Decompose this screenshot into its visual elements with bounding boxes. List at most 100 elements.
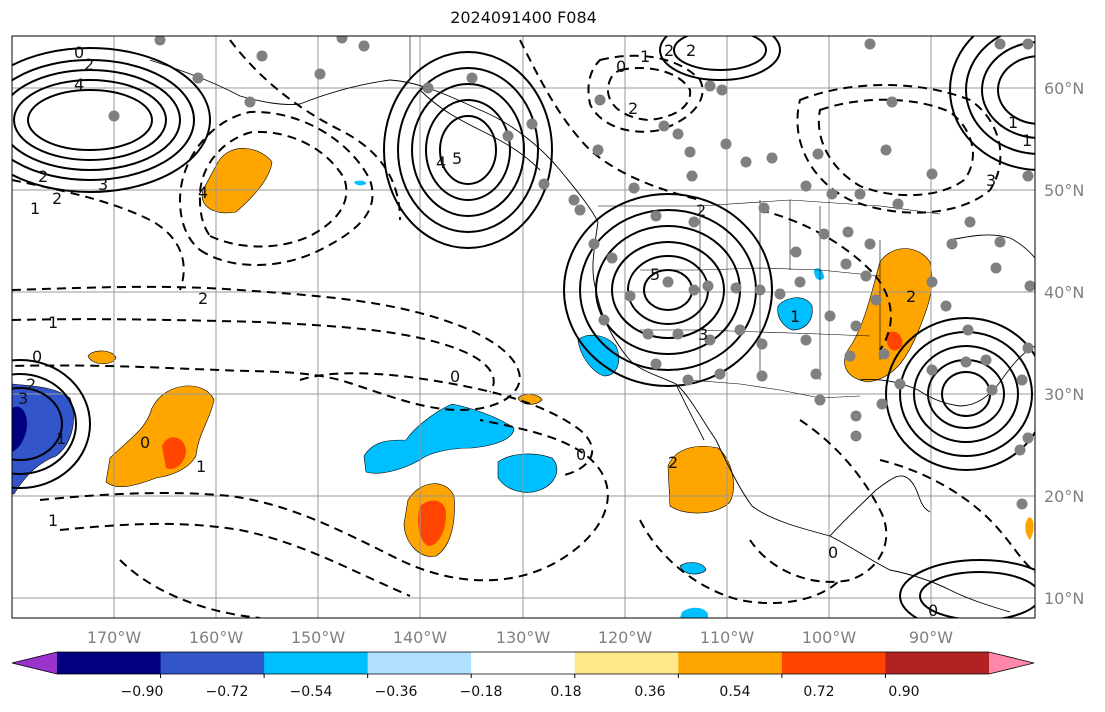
colorbar-tick-label: 0.72	[803, 684, 834, 700]
colorbar-extend-high	[989, 652, 1034, 674]
contour-label: 2	[198, 289, 208, 308]
lat-label: 60°N	[1044, 79, 1084, 98]
contour-label: 3	[698, 325, 708, 344]
negative-anomaly-patch	[679, 562, 707, 575]
contour-label: 2	[52, 189, 62, 208]
strong-positive-patch	[418, 500, 446, 546]
positive-anomaly-patch	[201, 148, 273, 214]
contour-label: 0	[616, 57, 626, 76]
contour-label: 2	[668, 453, 678, 472]
contour-label: 5	[452, 149, 462, 168]
latitude-labels: 60°N 50°N 40°N 30°N 20°N 10°N	[1044, 79, 1084, 608]
contour-label: 2	[906, 287, 916, 306]
station-markers	[108, 36, 1035, 510]
lon-label: 100°W	[802, 628, 857, 647]
contour-label: 1	[196, 457, 206, 476]
colorbar-tick-label: 0.90	[888, 684, 919, 700]
positive-anomaly-patch	[844, 248, 933, 383]
contour-label: 1	[30, 199, 40, 218]
contour-label: 2	[664, 41, 674, 60]
colorbar-swatch	[574, 652, 679, 674]
colorbar-swatch	[781, 652, 886, 674]
contour-label: 3	[18, 389, 28, 408]
colorbar-swatch	[160, 652, 265, 674]
positive-contours	[12, 36, 1035, 618]
contour-label: 1	[1022, 131, 1032, 150]
positive-anomaly-patch	[1025, 517, 1034, 540]
colorbar-swatch	[57, 652, 162, 674]
negative-anomaly-patch	[680, 607, 708, 618]
lon-label: 170°W	[87, 628, 142, 647]
contour-label: 4	[74, 75, 84, 94]
contour-label: 4	[436, 153, 446, 172]
negative-anomaly-patch	[12, 383, 74, 495]
colorbar-swatch	[264, 652, 369, 674]
contour-label: 1	[640, 47, 650, 66]
lat-label: 50°N	[1044, 181, 1084, 200]
lat-label: 20°N	[1044, 487, 1084, 506]
contour-label: 1	[48, 511, 58, 530]
contour-label: 0	[450, 367, 460, 386]
lon-label: 150°W	[291, 628, 346, 647]
negative-anomaly-patch	[497, 453, 558, 493]
lon-label: 160°W	[189, 628, 244, 647]
positive-anomaly-patch	[87, 350, 117, 365]
negative-anomaly-patch	[814, 268, 824, 280]
contour-label: 0	[32, 347, 42, 366]
contour-label: 1	[790, 307, 800, 326]
contour-label: 4	[198, 183, 208, 202]
negative-contours	[12, 39, 1035, 618]
contour-label: 0	[140, 433, 150, 452]
contour-label: 2	[38, 167, 48, 186]
lat-label: 40°N	[1044, 283, 1084, 302]
lon-label: 140°W	[393, 628, 448, 647]
contour-label: 2	[26, 375, 36, 394]
negative-anomaly-patch	[777, 297, 813, 331]
contour-label: 2	[686, 41, 696, 60]
colorbar-tick-label: 0.36	[634, 684, 665, 700]
contour-label: 1	[48, 313, 58, 332]
contour-labels: 0 2 4 2 1 3 2 5 4 1 2 0 1 2 2 2 2 4 5 3 …	[18, 41, 1032, 620]
strong-positive-patch	[886, 331, 903, 351]
contour-label: 0	[828, 543, 838, 562]
contour-label: 0	[928, 601, 938, 620]
contour-label: 2	[84, 55, 94, 74]
strong-negative-patch	[12, 406, 28, 452]
colorbar-outline	[11, 651, 1035, 675]
anomaly-shading	[12, 148, 1034, 618]
colorbar-swatch	[471, 652, 576, 674]
colorbar-labels: −0.90 −0.72 −0.54 −0.36 −0.18 0.18 0.36 …	[121, 684, 920, 700]
contour-label: 1	[56, 429, 66, 448]
colorbar-extend-low	[12, 652, 57, 674]
contour-label: 3	[98, 175, 108, 194]
contour-label: 3	[986, 171, 996, 190]
contour-label: 5	[650, 265, 660, 284]
colorbar-tick-label: 0.18	[550, 684, 581, 700]
colorbar-swatch	[885, 652, 990, 674]
plot-frame	[11, 35, 1036, 619]
colorbar-swatch	[367, 652, 472, 674]
map-title: 2024091400 F084	[450, 8, 597, 27]
lon-label: 130°W	[496, 628, 551, 647]
positive-anomaly-patch	[105, 385, 215, 488]
colorbar-tick-label: −0.72	[206, 684, 249, 700]
lon-label: 90°W	[909, 628, 953, 647]
colorbar-tick-label: −0.18	[460, 684, 503, 700]
colorbar-swatch	[678, 652, 783, 674]
contour-label: 1	[1008, 113, 1018, 132]
lat-label: 10°N	[1044, 589, 1084, 608]
colorbar	[11, 651, 1035, 678]
colorbar-tick-label: −0.90	[121, 684, 164, 700]
colorbar-tick-label: 0.54	[719, 684, 750, 700]
negative-anomaly-patch	[354, 180, 366, 186]
longitude-labels: 170°W 160°W 150°W 140°W 130°W 120°W 110°…	[87, 628, 953, 647]
lon-label: 120°W	[598, 628, 653, 647]
colorbar-tick-label: −0.54	[290, 684, 333, 700]
strong-positive-patch	[162, 437, 186, 469]
contour-label: 0	[576, 445, 586, 464]
contour-label: 2	[696, 201, 706, 220]
lon-label: 110°W	[700, 628, 755, 647]
colorbar-tick-label: −0.36	[375, 684, 418, 700]
lat-label: 30°N	[1044, 385, 1084, 404]
